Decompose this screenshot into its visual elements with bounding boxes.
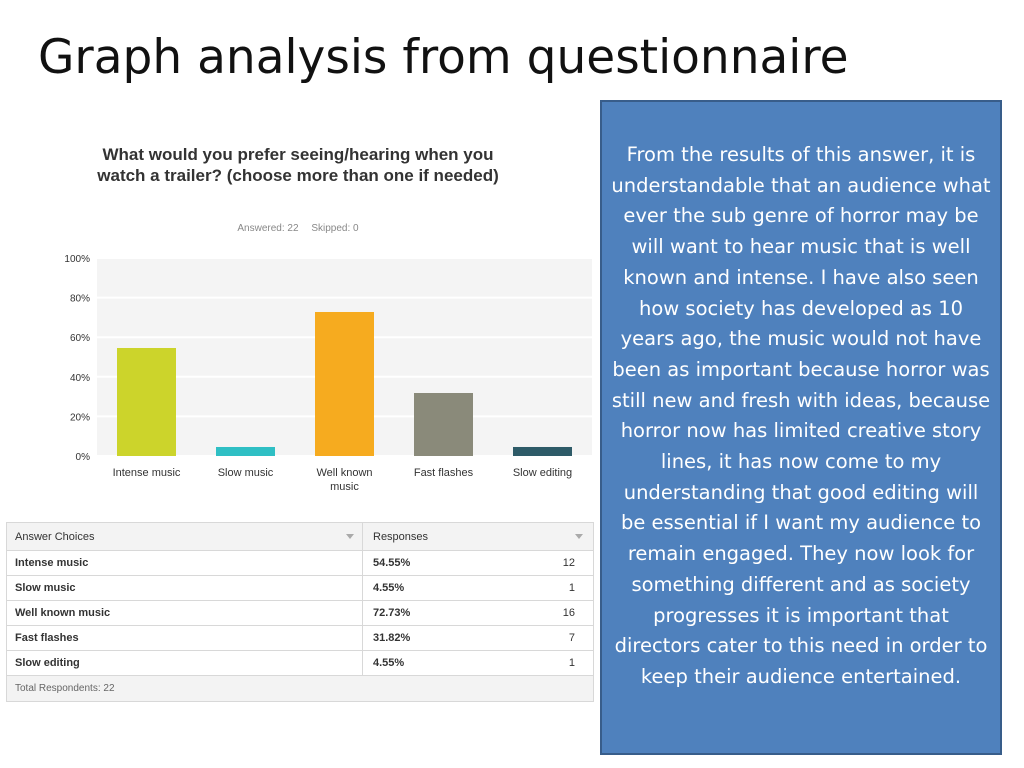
bar-slow-editing xyxy=(513,446,572,456)
responses-header[interactable]: Responses xyxy=(363,523,593,550)
response-cell: 72.73% 16 xyxy=(363,601,593,625)
answer-choice-label: Slow music xyxy=(15,582,76,594)
sort-caret-icon[interactable] xyxy=(575,534,583,539)
answer-choice-label: Intense music xyxy=(15,557,89,569)
table-row: Slow music 4.55% 1 xyxy=(7,576,593,601)
response-percent: 31.82% xyxy=(373,632,411,644)
answer-choice-label: Well known music xyxy=(15,607,111,619)
response-percent: 4.55% xyxy=(373,582,405,594)
bar-chart: 0% 20% 40% 60% 80% 100% Intense music Slow musi… xyxy=(64,254,592,493)
chart-title: What would you prefer seeing/hearing whe… xyxy=(97,145,499,185)
response-cell: 4.55% 1 xyxy=(363,651,593,675)
y-tick-label: 20% xyxy=(70,412,90,423)
y-tick-label: 80% xyxy=(70,294,90,305)
answered-count: Answered: 22 xyxy=(237,223,299,234)
responses-table: Answer Choices Responses Intense music 54… xyxy=(6,522,594,702)
answer-choice: Well known music xyxy=(7,601,363,625)
slide-title: Graph analysis from questionnaire xyxy=(38,30,849,85)
answer-choice-label: Fast flashes xyxy=(15,632,79,644)
analysis-text: From the results of this answer, it is u… xyxy=(611,143,991,688)
answer-choices-label: Answer Choices xyxy=(15,530,95,543)
answer-choice-label: Slow editing xyxy=(15,657,80,669)
response-count: 7 xyxy=(568,632,575,644)
total-respondents: Total Respondents: 22 xyxy=(15,683,115,694)
response-count: 1 xyxy=(568,657,575,669)
x-category-label: Well known music xyxy=(316,467,372,493)
y-tick-label: 40% xyxy=(70,373,90,384)
response-count: 16 xyxy=(562,607,575,619)
y-tick-label: 60% xyxy=(70,333,90,344)
x-category-label: Fast flashes xyxy=(414,467,474,479)
response-count: 12 xyxy=(562,557,575,569)
responses-label: Responses xyxy=(373,530,429,543)
sort-caret-icon[interactable] xyxy=(346,534,354,539)
table-header: Answer Choices Responses xyxy=(7,523,593,551)
response-percent: 54.55% xyxy=(373,557,411,569)
table-body: Intense music 54.55% 12 Slow music 4.55% 1 Wel… xyxy=(7,551,593,676)
answer-choice: Slow music xyxy=(7,576,363,600)
answer-choice: Fast flashes xyxy=(7,626,363,650)
table-row: Well known music 72.73% 16 xyxy=(7,601,593,626)
skipped-count: Skipped: 0 xyxy=(311,223,359,234)
bar-intense-music xyxy=(117,347,176,456)
bar-fast-flashes xyxy=(414,392,473,456)
answer-choices-header[interactable]: Answer Choices xyxy=(7,523,363,550)
response-cell: 31.82% 7 xyxy=(363,626,593,650)
analysis-text-box: From the results of this answer, it is u… xyxy=(600,100,1002,755)
bar-well-known-music xyxy=(315,311,374,456)
y-tick-label: 100% xyxy=(64,254,90,265)
response-percent: 72.73% xyxy=(373,607,411,619)
table-footer: Total Respondents: 22 xyxy=(7,676,593,702)
table-row: Intense music 54.55% 12 xyxy=(7,551,593,576)
y-tick-label: 0% xyxy=(76,452,91,463)
response-cell: 4.55% 1 xyxy=(363,576,593,600)
response-percent: 4.55% xyxy=(373,657,405,669)
answer-choice: Intense music xyxy=(7,551,363,575)
x-category-label: Intense music xyxy=(113,467,181,479)
x-category-label: Slow music xyxy=(218,467,274,479)
x-category-label: Slow editing xyxy=(513,467,572,479)
bar-slow-music xyxy=(216,446,275,456)
table-row: Slow editing 4.55% 1 xyxy=(7,651,593,676)
response-count: 1 xyxy=(568,582,575,594)
response-cell: 54.55% 12 xyxy=(363,551,593,575)
answered-skipped: Answered: 22 Skipped: 0 xyxy=(180,223,416,234)
answer-choice: Slow editing xyxy=(7,651,363,675)
table-row: Fast flashes 31.82% 7 xyxy=(7,626,593,651)
